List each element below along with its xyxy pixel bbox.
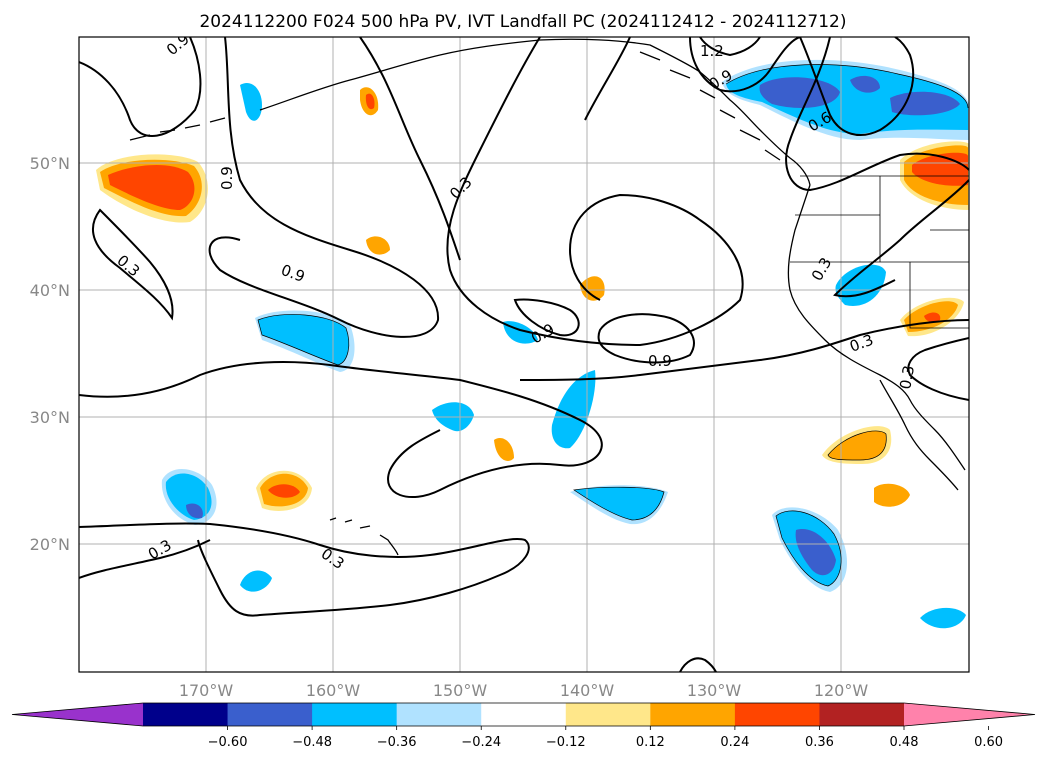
gridlines [79, 37, 969, 672]
shade-blue-vertical [551, 370, 596, 449]
lat-label: 30°N [30, 408, 70, 427]
contour-east-03 [519, 319, 969, 381]
shade-aleutian-blue [240, 82, 262, 121]
figure-title: 2024112200 F024 500 hPa PV, IVT Landfall… [199, 12, 846, 32]
colorbar-tick-label: −0.12 [546, 735, 586, 750]
colorbar-segment [227, 703, 313, 726]
map-panel: 0.9 0.9 0.3 0.3 0.9 0.9 0.9 1.2 0.9 0.6 … [78, 36, 970, 673]
shade-central-blue-mid [258, 314, 349, 365]
colorbar-outline [11, 702, 1036, 727]
contour-south-03 [79, 539, 211, 579]
lat-label: 50°N [30, 154, 70, 173]
lon-label: 120°W [814, 681, 869, 700]
contour-ak-12 [699, 37, 761, 57]
political-borders [790, 175, 969, 329]
shade-nw-red [108, 164, 195, 210]
outline-se [775, 510, 842, 587]
outline-central [257, 314, 350, 366]
lon-label: 150°W [433, 681, 488, 700]
lon-tick-labels: 170°W 160°W 150°W 140°W 130°W 120°W [179, 681, 869, 700]
contour-mid-03 [79, 37, 603, 499]
coast-aleutian-1 [129, 117, 226, 141]
colorbar-segment [481, 703, 567, 726]
contour-west-coast-03 [584, 37, 969, 192]
map-frame [78, 36, 970, 673]
colorbar: −0.60 −0.48 −0.36 −0.24 −0.12 0.12 0.24 0.36 0.4… [11, 702, 1036, 750]
shade-165w-red [268, 484, 300, 498]
shade-small-orange-1 [366, 236, 390, 255]
shade-sw-blue-dark [186, 503, 203, 519]
colorbar-tick-label: 0.12 [636, 735, 665, 750]
lat-tick-labels: 20°N 30°N 40°N 50°N [30, 154, 70, 554]
lon-label: 140°W [560, 681, 615, 700]
shade-blue-sw-small [240, 570, 272, 592]
shade-aleutian-red [365, 93, 375, 110]
colorbar-segment [650, 703, 736, 726]
colorbar-segment [143, 703, 229, 726]
colorbar-tick-label: 0.60 [974, 735, 1003, 750]
colorbar-extend-high [904, 703, 1035, 726]
colorbar-tick-label: 0.36 [805, 735, 834, 750]
lat-label: 20°N [30, 535, 70, 554]
contour-bottom [679, 657, 717, 672]
coast-canada-islands [639, 51, 781, 161]
contour-label: 1.2 [700, 42, 724, 60]
coast-us-west [787, 184, 966, 471]
pv-contours [79, 37, 969, 672]
border-state-4 [795, 214, 969, 231]
shade-blue-far-se [920, 607, 966, 629]
contour-baja-03 [907, 337, 969, 401]
contour-ca-03 [833, 179, 969, 298]
colorbar-tick-label: −0.60 [208, 735, 248, 750]
colorbar-segment [565, 703, 651, 726]
colorbar-extend-low [12, 703, 143, 726]
contour-center-09 [513, 298, 580, 337]
shade-outlines [257, 64, 969, 587]
colorbar-tick-label: 0.24 [720, 735, 749, 750]
shade-az-red [924, 312, 941, 323]
shade-bc-blue-dark-2 [850, 75, 880, 93]
coast-baja [879, 379, 959, 491]
colorbar-segment [396, 703, 482, 726]
outline-bc [725, 64, 969, 109]
coast-islands-hawaii [329, 517, 399, 556]
shade-orange-145w [494, 438, 514, 461]
contour-sw-03 [79, 522, 530, 617]
contour-nw-09 [79, 37, 202, 137]
shade-bc-blue-dark-1 [759, 77, 840, 108]
coastlines [129, 38, 966, 556]
colorbar-segment [312, 703, 398, 726]
shade-orange-small-se [874, 483, 910, 507]
colorbar-tick-label: −0.48 [292, 735, 332, 750]
lon-label: 130°W [687, 681, 742, 700]
contour-big-03 [446, 37, 744, 347]
contour-ak-09 [689, 37, 801, 93]
colorbar-tick-label: −0.36 [377, 735, 417, 750]
outline-138w [573, 486, 665, 521]
contour-label: 0.9 [218, 166, 236, 190]
shade-baja-orange [828, 430, 887, 460]
coast-alaska [259, 38, 811, 186]
shade-138w-blue [574, 487, 664, 520]
colorbar-tick-label: −0.24 [461, 735, 501, 750]
border-state-3 [909, 262, 969, 329]
contour-west-03-loop [91, 208, 174, 321]
contour-label: 0.9 [648, 352, 672, 370]
contour-east-09-loop [597, 313, 695, 364]
shade-orange-140 [580, 276, 605, 301]
colorbar-segment [819, 703, 905, 726]
lon-label: 160°W [306, 681, 361, 700]
colorbar-segment [734, 703, 820, 726]
pv-shading [96, 59, 969, 629]
outline-baja-orange [827, 430, 887, 461]
lat-label: 40°N [30, 281, 70, 300]
lon-label: 170°W [179, 681, 234, 700]
contour-bc-06 [799, 37, 915, 136]
contour-west-09 [208, 37, 440, 338]
colorbar-tick-label: 0.48 [890, 735, 919, 750]
contour-label: 0.3 [896, 364, 918, 391]
shade-se-blue-dark [795, 529, 836, 576]
